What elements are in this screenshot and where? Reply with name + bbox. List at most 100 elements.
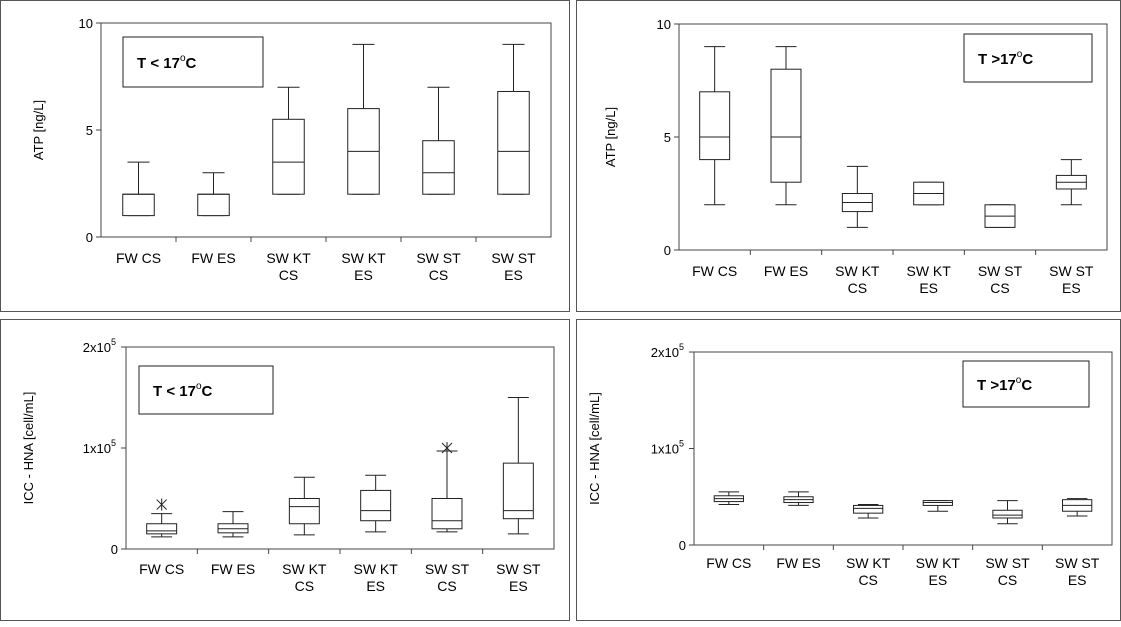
x-category-line: FW ES (776, 555, 820, 571)
x-category-line: SW KT (353, 561, 398, 577)
outlier-marker (441, 442, 453, 454)
x-category-line: CS (295, 578, 314, 594)
x-category-label: SW ST ES (491, 250, 536, 283)
y-tick-exponent: 5 (111, 438, 116, 448)
chart-panel-icc-low: 0 1x10 5 2x10 5 ICC - HNA [cell/mL] FW CS FW ES… (0, 319, 570, 621)
x-category-line: ES (366, 578, 385, 594)
outlier-marker (156, 498, 168, 511)
x-category-line: FW CS (692, 263, 737, 279)
x-category-label: SW ST CS (985, 555, 1030, 588)
x-category-line: FW CS (706, 555, 751, 571)
box-plot-2 (841, 165, 873, 228)
y-tick-label: 1x10 (651, 442, 679, 457)
x-category-line: SW ST (491, 250, 536, 266)
box-plot-1 (783, 491, 814, 506)
box-plot-5 (497, 43, 530, 195)
degree-symbol: o (1017, 49, 1023, 60)
x-category-label: FW ES (764, 263, 808, 279)
box-plot-1 (217, 511, 249, 538)
celsius-unit: C (1021, 377, 1032, 394)
y-tick-label: 1x10 (83, 441, 111, 456)
box-plot-3 (360, 474, 392, 533)
x-category-line: ES (504, 267, 523, 283)
box-plot-4 (992, 500, 1023, 525)
box-plot-0 (699, 46, 731, 206)
box-iqr (992, 509, 1023, 519)
x-category-line: SW ST (1049, 263, 1094, 279)
box-iqr (197, 193, 230, 217)
y-axis-label: ATP [ng/L] (603, 107, 618, 167)
x-category-line: SW ST (978, 263, 1023, 279)
celsius-unit: C (202, 383, 213, 400)
box-plot-3 (347, 43, 380, 195)
condition-label: T >17oC (977, 375, 1032, 394)
x-category-label: SW KT CS (266, 250, 311, 283)
y-tick-label: 0 (679, 538, 686, 553)
y-tick-label: 2x10 (83, 340, 111, 355)
box-iqr (122, 193, 155, 217)
y-tick-label: 10 (657, 17, 671, 32)
y-tick-label: 0 (111, 542, 118, 557)
x-category-line: SW KT (906, 263, 951, 279)
condition-label: T >17oC (978, 49, 1033, 68)
x-category-label: SW ST CS (425, 561, 470, 594)
y-tick-exponent: 5 (111, 337, 116, 347)
x-category-label: SW KT ES (906, 263, 951, 296)
box-plot-4 (422, 86, 455, 195)
x-category-line: CS (858, 572, 877, 588)
condition-text: T >17 (978, 51, 1017, 68)
condition-label: T < 17oC (137, 53, 197, 72)
celsius-unit: C (186, 55, 197, 72)
x-category-label: FW CS (116, 250, 161, 266)
x-category-line: FW CS (116, 250, 161, 266)
x-category-line: SW KT (341, 250, 386, 266)
box-plot-0 (146, 498, 178, 538)
box-iqr (497, 90, 530, 195)
x-category-line: SW ST (1055, 555, 1100, 571)
x-category-label: SW KT CS (282, 561, 327, 594)
box-plot-0 (122, 161, 155, 217)
condition-box (963, 33, 1093, 83)
x-category-line: CS (279, 267, 298, 283)
x-category-line: ES (509, 578, 528, 594)
x-category-line: SW ST (425, 561, 470, 577)
x-category-line: SW ST (985, 555, 1030, 571)
box-plot-5 (1062, 498, 1093, 517)
box-iqr (272, 118, 305, 195)
x-category-label: SW KT CS (846, 555, 891, 588)
box-iqr (699, 91, 731, 161)
x-category-line: CS (990, 280, 1009, 296)
x-category-line: SW KT (282, 561, 327, 577)
y-tick-label: 2x10 (651, 345, 679, 360)
x-category-line: CS (998, 572, 1017, 588)
box-plot-1 (770, 46, 802, 206)
degree-symbol: o (1016, 375, 1022, 386)
box-iqr (422, 140, 455, 195)
x-category-label: FW ES (191, 250, 235, 266)
x-category-label: SW ST CS (978, 263, 1023, 296)
x-category-label: FW ES (776, 555, 820, 571)
box-plot-5 (502, 397, 534, 535)
x-category-line: CS (429, 267, 448, 283)
x-category-label: FW ES (211, 561, 255, 577)
y-tick-label: 0 (86, 230, 93, 245)
condition-text: T < 17 (153, 383, 196, 400)
x-category-line: ES (1062, 280, 1081, 296)
box-plot-5 (1055, 159, 1087, 206)
x-category-line: ES (1068, 572, 1087, 588)
x-category-line: SW ST (416, 250, 461, 266)
x-category-line: SW ST (496, 561, 541, 577)
chart-panel-atp-high: 0 5 10 ATP [ng/L] FW CS FW ES SW KT CS SW KT ES SW… (576, 0, 1121, 312)
x-category-line: ES (928, 572, 947, 588)
x-category-line: CS (848, 280, 867, 296)
condition-box (962, 360, 1090, 408)
y-tick-exponent: 5 (679, 439, 684, 449)
y-tick-exponent: 5 (679, 342, 684, 352)
box-iqr (431, 498, 463, 530)
degree-symbol: o (196, 381, 202, 392)
y-tick-label: 5 (664, 130, 671, 145)
x-category-label: SW ST CS (416, 250, 461, 283)
